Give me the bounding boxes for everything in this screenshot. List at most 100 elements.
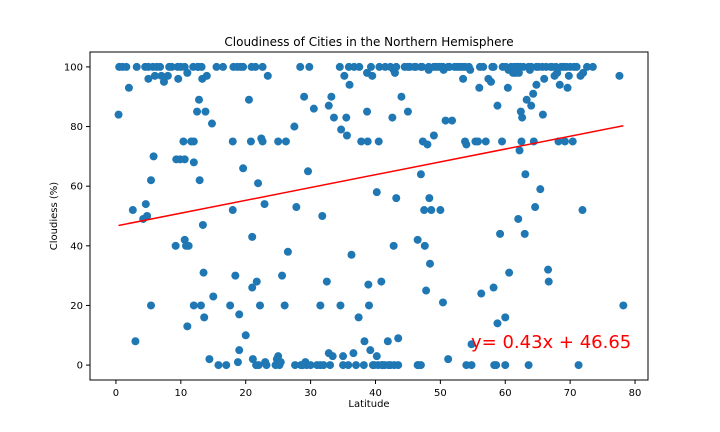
data-point bbox=[501, 313, 510, 322]
x-tick-label: 60 bbox=[499, 388, 512, 399]
data-point bbox=[222, 361, 231, 370]
data-point bbox=[514, 68, 523, 77]
data-point bbox=[219, 62, 228, 71]
data-point bbox=[474, 137, 482, 146]
data-point bbox=[389, 241, 398, 250]
data-point bbox=[149, 152, 158, 161]
data-point bbox=[423, 140, 432, 149]
x-tick-label: 30 bbox=[304, 388, 317, 399]
data-point bbox=[340, 71, 349, 80]
data-point bbox=[209, 292, 218, 301]
data-point bbox=[377, 277, 386, 286]
data-point bbox=[481, 137, 490, 146]
data-point bbox=[518, 113, 527, 122]
data-point bbox=[318, 212, 327, 220]
data-point bbox=[114, 110, 123, 119]
data-points bbox=[114, 62, 628, 370]
data-point bbox=[475, 83, 484, 92]
y-tick-label: 80 bbox=[70, 122, 83, 133]
data-point bbox=[248, 355, 257, 364]
data-point bbox=[189, 137, 198, 146]
data-point bbox=[316, 301, 325, 310]
data-point bbox=[319, 361, 328, 370]
data-point bbox=[420, 241, 429, 250]
data-point bbox=[167, 62, 176, 71]
data-point bbox=[448, 116, 457, 125]
data-point bbox=[368, 71, 377, 80]
data-point bbox=[515, 146, 524, 155]
data-point bbox=[538, 110, 547, 119]
data-point bbox=[359, 361, 368, 370]
data-point bbox=[183, 68, 192, 77]
data-point bbox=[184, 241, 193, 250]
data-point bbox=[444, 355, 453, 364]
x-axis: 0 10 20 30 40 50 60 70 80 bbox=[113, 380, 641, 399]
data-point bbox=[174, 74, 183, 83]
data-point bbox=[306, 361, 315, 370]
data-point bbox=[144, 74, 153, 83]
data-point bbox=[466, 65, 475, 74]
data-point bbox=[352, 361, 361, 370]
data-point bbox=[189, 158, 198, 167]
data-point bbox=[235, 346, 244, 355]
data-point bbox=[529, 89, 538, 98]
data-point bbox=[459, 74, 468, 83]
data-point bbox=[363, 137, 372, 146]
data-point bbox=[327, 92, 336, 101]
data-point bbox=[347, 250, 356, 259]
data-point bbox=[198, 220, 207, 229]
data-point bbox=[527, 101, 536, 110]
data-point bbox=[394, 334, 403, 343]
x-tick-label: 10 bbox=[174, 388, 187, 399]
data-point bbox=[278, 271, 287, 280]
data-point bbox=[179, 137, 188, 146]
data-point bbox=[292, 203, 301, 212]
data-point bbox=[329, 113, 338, 122]
data-point bbox=[345, 80, 354, 89]
data-point bbox=[486, 77, 495, 86]
data-point bbox=[544, 277, 553, 286]
data-point bbox=[524, 361, 533, 370]
data-point bbox=[579, 68, 588, 77]
data-point bbox=[226, 301, 235, 310]
data-point bbox=[355, 62, 364, 71]
data-point bbox=[189, 301, 198, 310]
data-point bbox=[418, 62, 427, 71]
data-point bbox=[263, 71, 272, 80]
data-point bbox=[588, 62, 597, 71]
data-point bbox=[477, 289, 486, 298]
data-point bbox=[241, 331, 250, 340]
data-point bbox=[159, 77, 168, 86]
data-point bbox=[132, 62, 141, 71]
data-point bbox=[522, 95, 531, 104]
data-point bbox=[364, 280, 373, 289]
y-tick-label: 100 bbox=[64, 62, 83, 73]
data-point bbox=[244, 95, 253, 104]
data-point bbox=[239, 164, 248, 173]
data-point bbox=[281, 137, 290, 146]
data-point bbox=[531, 203, 540, 212]
data-point bbox=[540, 74, 549, 83]
data-point bbox=[239, 62, 248, 71]
data-point bbox=[157, 71, 166, 80]
data-point bbox=[422, 286, 431, 295]
data-point bbox=[228, 137, 237, 146]
data-point bbox=[150, 71, 159, 80]
data-point bbox=[555, 80, 564, 89]
x-tick-label: 50 bbox=[434, 388, 447, 399]
data-point bbox=[128, 206, 137, 215]
data-point bbox=[195, 95, 203, 104]
data-point bbox=[467, 361, 476, 370]
y-tick-label: 60 bbox=[70, 182, 83, 193]
data-point bbox=[438, 298, 447, 307]
data-point bbox=[383, 337, 392, 346]
data-point bbox=[479, 62, 488, 71]
data-point bbox=[233, 358, 242, 367]
data-point bbox=[322, 277, 331, 286]
data-point bbox=[462, 140, 471, 149]
data-point bbox=[615, 71, 624, 80]
data-point bbox=[202, 71, 211, 80]
data-point bbox=[228, 206, 237, 215]
regression-equation: y= 0.43x + 46.65 bbox=[471, 332, 631, 353]
data-point bbox=[196, 301, 205, 310]
